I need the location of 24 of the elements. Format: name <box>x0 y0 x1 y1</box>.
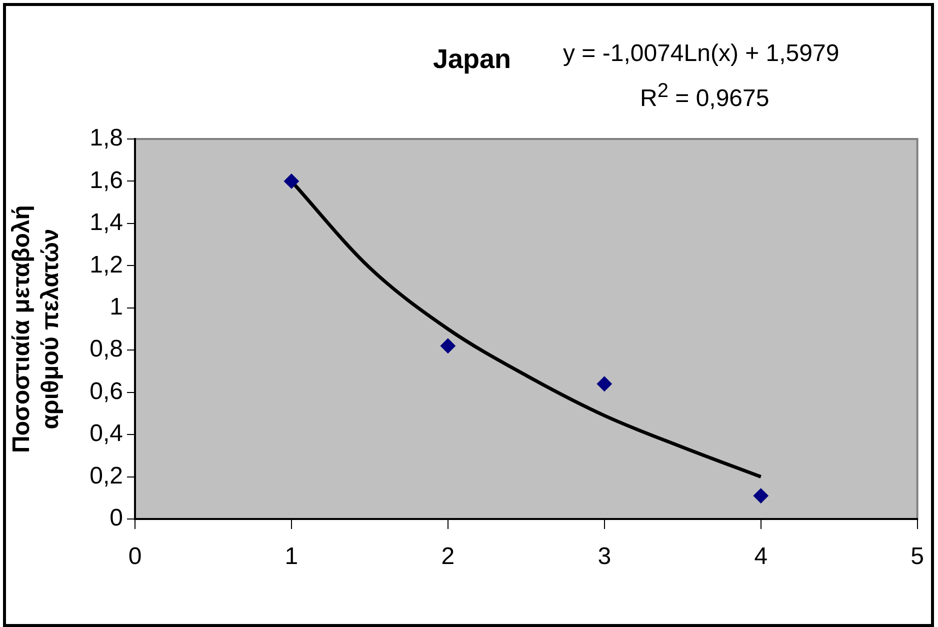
y-tick-label: 1,4 <box>90 209 123 236</box>
y-tick-label: 1,8 <box>90 124 123 152</box>
y-tick-label: 0,4 <box>90 420 123 448</box>
x-tick-label: 0 <box>128 543 142 570</box>
x-tick-label: 1 <box>284 543 298 570</box>
y-tick-label: 0 <box>110 504 123 532</box>
chart-title: Japan <box>433 44 512 75</box>
y-tick-label: 1 <box>110 294 123 321</box>
y-tick-label: 1,2 <box>90 251 123 278</box>
text: y = -1,0074Ln(x) + 1,5979 <box>563 40 840 68</box>
point <box>753 488 768 504</box>
y-tick-label: 0,6 <box>90 378 123 405</box>
y-tick-label: 0,8 <box>90 336 123 363</box>
point <box>440 338 456 354</box>
text: R$^{2}$ = 0,9675 <box>640 80 770 113</box>
x-tick-label: 3 <box>598 543 612 570</box>
point <box>596 376 612 392</box>
point <box>284 174 299 189</box>
y-tick-label: 1,6 <box>90 166 123 194</box>
y-tick-label: 0,2 <box>90 462 123 490</box>
x-tick-label: 5 <box>910 543 924 570</box>
x-tick-label: 4 <box>754 543 768 570</box>
x-tick-label: 2 <box>441 543 455 570</box>
y-axis-title: Ποσοστιαία μεταβολή αριθμού πελατών <box>8 205 64 453</box>
